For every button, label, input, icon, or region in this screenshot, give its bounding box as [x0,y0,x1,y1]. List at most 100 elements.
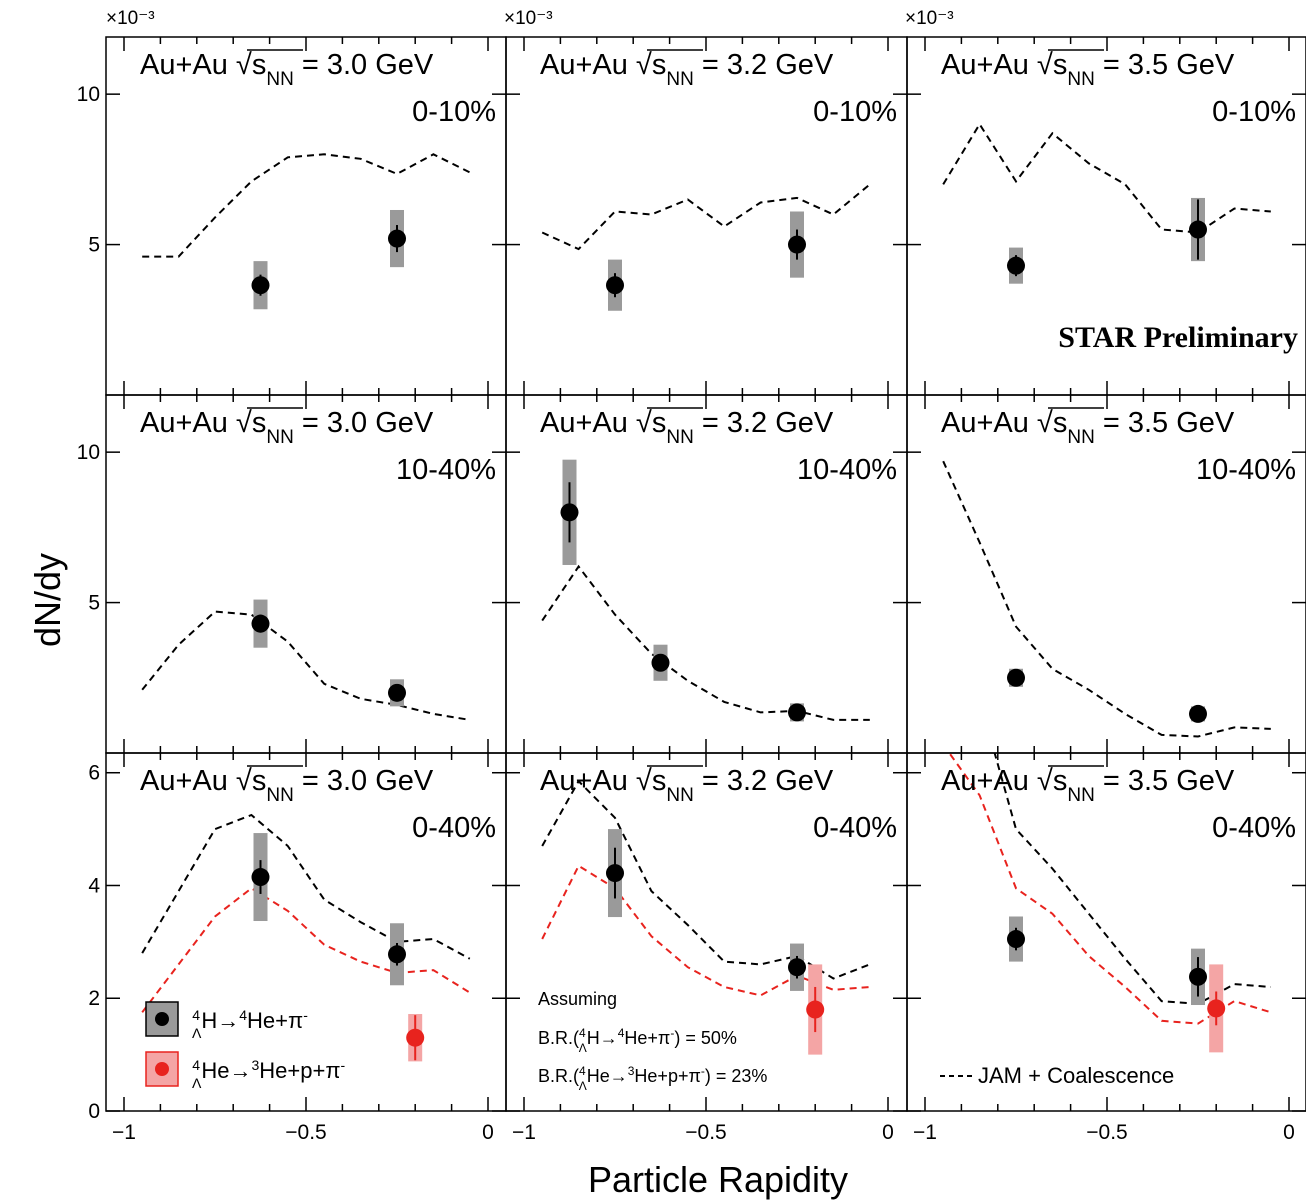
panel-centrality-label: 0-40% [813,812,897,844]
model-curve-black [942,122,1271,234]
plot-area [541,779,871,1055]
star-preliminary-label: STAR Preliminary [1058,321,1298,354]
plot-area [141,813,471,1062]
legend-he4l-marker [155,1062,169,1076]
legend-h4l-label: 4 ΛH→4He+π- [192,1007,308,1041]
h4l-point-marker [651,653,670,672]
panel-1-2: Au+Au √sNN = 3.5 GeV 10-40% [906,394,1306,754]
legend-h4l-marker [155,1012,169,1026]
h4l-point-marker [560,503,579,522]
panel-0-1: Au+Au √sNN = 3.2 GeV 0-10% [505,36,908,396]
h4l-point-marker [788,958,806,977]
model-curve-red [948,753,1272,1025]
panel-system-label: Au+Au √sNN = 3.0 GeV [140,407,434,448]
y-tick-label: 4 [88,874,100,897]
panel-system-label: Au+Au √sNN = 3.5 GeV [941,765,1235,806]
h4l-point-marker [1007,256,1025,275]
note-br-h4l: B.R.(4 ΛH→4He+π-) = 50% [538,1026,737,1055]
plot-area [541,183,871,311]
panel-system-label: Au+Au √sNN = 3.5 GeV [941,407,1235,448]
h4l-point-marker [388,945,406,964]
y-tick-label: 5 [88,234,100,257]
h4l-point-marker [1007,668,1025,687]
panel-centrality-label: 0-10% [813,96,897,128]
panel-centrality-label: 10-40% [1196,454,1296,486]
h4l-point-marker [251,614,270,633]
plot-area [541,459,870,722]
model-curve-black [541,779,871,980]
x-axis-title: Particle Rapidity [588,1159,848,1200]
panel-system-label: Au+Au √sNN = 3.0 GeV [140,765,434,806]
h4l-point-marker [606,864,624,883]
panel-system-label: Au+Au √sNN = 3.2 GeV [540,765,834,806]
panel-centrality-label: 10-40% [797,454,897,486]
panel-centrality-label: 0-40% [412,812,496,844]
h4l-point-marker [1189,704,1207,723]
panel-1-1: Au+Au √sNN = 3.2 GeV 10-40% [505,394,908,754]
x-tick-label: −1 [512,1121,536,1144]
x-tick-label: −0.5 [285,1121,326,1144]
y-axis-title: dN/dy [27,553,68,647]
panel-centrality-label: 0-10% [1212,96,1296,128]
note-br-he4l: B.R.(4 ΛHe→3He+p+π-) = 23% [538,1064,767,1093]
panel-frame [505,36,908,396]
h4l-point-marker [1189,220,1207,239]
h4l-point-marker [251,868,270,887]
model-curve-black [141,813,471,960]
h4l-point-marker [1189,967,1207,986]
x-tick-label: −0.5 [1086,1121,1127,1144]
plot-area [948,753,1272,1053]
y-tick-label: 0 [88,1100,100,1123]
model-legend: JAM + Coalescence [940,1063,1174,1088]
panel-2-0: −1 −0.5 0 0 2 4 6 Au+Au √sNN = 3.0 GeV 0-40% [88,752,507,1144]
plot-area [142,153,471,310]
panel-frame [105,394,507,754]
panel-system-label: Au+Au √sNN = 3.2 GeV [540,407,834,448]
plot-area [942,122,1271,284]
panel-system-label: Au+Au √sNN = 3.2 GeV [540,49,834,90]
legend: 4 ΛH→4He+π- 4 ΛHe→3He+p+π- [145,1001,346,1091]
panel-frame [105,36,507,396]
panel-0-0: 5 10 Au+Au √sNN = 3.0 GeV 0-10% [77,36,507,396]
model-curve-black [541,564,870,721]
legend-he4l-label: 4 ΛHe→3He+p+π- [192,1057,346,1091]
panel-system-label: Au+Au √sNN = 3.0 GeV [140,49,434,90]
y-tick-label: 10 [77,83,100,106]
h4l-point-marker [788,703,806,722]
panel-frame [505,394,908,754]
he4l-point-marker [406,1028,425,1047]
y-tick-label: 5 [88,592,100,615]
panel-frame [906,752,1306,1112]
plot-area [942,460,1271,738]
note-assuming: Assuming [538,989,617,1009]
h4l-point-marker [606,276,624,295]
h4l-point-marker [788,235,806,254]
x-tick-label: 0 [482,1121,494,1144]
model-curve-black [142,153,471,258]
y-tick-label: 6 [88,762,100,785]
panel-2-1: −1 −0.5 0 Au+Au √sNN = 3.2 GeV 0-40% [505,752,908,1144]
y-tick-label: 2 [88,987,100,1010]
branching-ratio-note: Assuming B.R.(4 ΛH→4He+π-) = 50% B.R.(4 ΛH… [538,989,767,1093]
x-tick-label: −1 [913,1121,937,1144]
h4l-point-marker [1007,930,1025,949]
panel-2-2: −1 −0.5 0 Au+Au √sNN = 3.5 GeV 0-40% [906,752,1306,1144]
x-tick-label: 0 [882,1121,894,1144]
x-tick-label: −0.5 [685,1121,726,1144]
model-curve-black [942,460,1271,738]
panel-0-2: Au+Au √sNN = 3.5 GeV 0-10% [906,36,1306,396]
model-curve-black [541,183,871,251]
panel-1-0: 5 10 Au+Au √sNN = 3.0 GeV 10-40% [77,394,507,754]
panel-frame [505,752,908,1112]
he4l-point-marker [806,1000,825,1019]
exponent-label-col-1: ×10⁻³ [504,8,553,29]
model-legend-label: JAM + Coalescence [978,1063,1174,1088]
x-tick-label: 0 [1283,1121,1295,1144]
exponent-label-col-0: ×10⁻³ [106,8,155,29]
h4l-point-marker [388,683,406,702]
he4l-point-marker [1207,999,1226,1018]
plot-area [141,599,470,721]
exponent-label-col-2: ×10⁻³ [905,8,954,29]
